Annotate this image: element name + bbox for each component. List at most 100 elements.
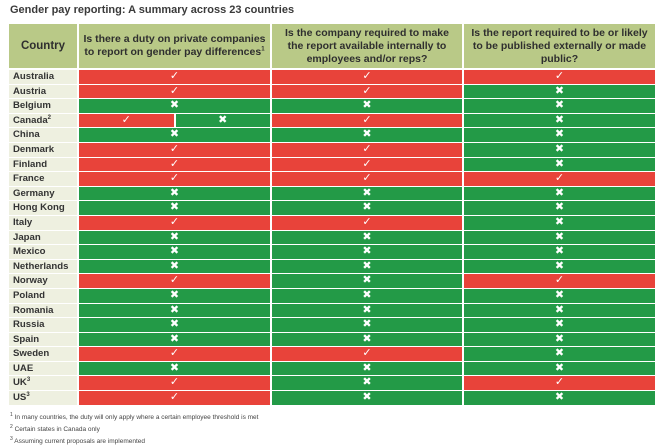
- country-label: Belgium: [13, 100, 51, 111]
- country-label: Romania: [13, 305, 54, 316]
- country-footnote: 3: [26, 392, 29, 398]
- table-row: Germany✖✖✖: [9, 187, 657, 202]
- cross-icon: ✖: [555, 158, 564, 170]
- cell-q2: ✓: [272, 114, 464, 129]
- cross-icon: ✖: [555, 201, 564, 213]
- check-icon: ✓: [555, 376, 564, 388]
- cell-q1: ✖: [79, 304, 272, 319]
- cell-q1: ✓✖: [79, 114, 272, 129]
- cell-q1: ✓: [79, 274, 272, 289]
- table-row: Norway✓✖✓: [9, 274, 657, 289]
- country-label: Sweden: [13, 348, 49, 359]
- cell-q2: ✖: [272, 362, 464, 377]
- cross-icon: ✖: [555, 391, 564, 403]
- cross-icon: ✖: [362, 318, 371, 330]
- country-name: Spain: [9, 333, 79, 348]
- cell-q2: ✖: [272, 318, 464, 333]
- country-name: Denmark: [9, 143, 79, 158]
- cross-icon: ✖: [170, 260, 179, 272]
- check-icon: ✓: [170, 347, 179, 359]
- country-name: Canada2: [9, 114, 79, 129]
- country-label: Netherlands: [13, 261, 68, 272]
- country-name: Netherlands: [9, 260, 79, 275]
- table-row: Australia✓✓✓: [9, 70, 657, 85]
- country-label: Spain: [13, 334, 39, 345]
- country-label: Poland: [13, 290, 45, 301]
- cell-q1: ✓: [79, 347, 272, 362]
- country-name: China: [9, 128, 79, 143]
- footnote: 1 In many countries, the duty will only …: [10, 411, 258, 423]
- cross-icon: ✖: [555, 231, 564, 243]
- cross-icon: ✖: [362, 362, 371, 374]
- check-icon: ✓: [555, 172, 564, 184]
- table-row: Italy✓✓✖: [9, 216, 657, 231]
- country-label: UK: [13, 377, 27, 388]
- header-duty-footnote: 1: [261, 47, 264, 53]
- cross-icon: ✖: [170, 362, 179, 374]
- cell-q1: ✓: [79, 376, 272, 391]
- country-name: UAE: [9, 362, 79, 377]
- cross-icon: ✖: [362, 376, 371, 388]
- cell-q1: ✖: [79, 333, 272, 348]
- cell-q2: ✓: [272, 347, 464, 362]
- check-icon: ✓: [362, 114, 371, 126]
- cell-q3: ✖: [464, 391, 657, 406]
- cell-q2: ✖: [272, 231, 464, 246]
- table-row: US3✓✖✖: [9, 391, 657, 406]
- cell-q1: ✓: [79, 70, 272, 85]
- cell-q2: ✖: [272, 304, 464, 319]
- table-row: Poland ✖ ✖ ✖: [9, 289, 657, 304]
- table-row: Sweden✓✓✖: [9, 347, 657, 362]
- cross-icon: ✖: [170, 289, 179, 301]
- country-label: Hong Kong: [13, 202, 65, 213]
- cell-q2: ✖: [272, 260, 464, 275]
- cross-icon: ✖: [362, 289, 371, 301]
- cell-q1: ✖: [79, 187, 272, 202]
- country-label: Australia: [13, 71, 54, 82]
- check-icon: ✓: [170, 376, 179, 388]
- check-icon: ✓: [362, 158, 371, 170]
- cross-icon: ✖: [555, 128, 564, 140]
- cross-icon: ✖: [362, 304, 371, 316]
- table-body: Australia✓✓✓Austria✓✓✖Belgium✖✖✖Canada2✓…: [9, 70, 657, 406]
- cross-icon: ✖: [555, 333, 564, 345]
- country-name: Australia: [9, 70, 79, 85]
- cross-icon: ✖: [555, 187, 564, 199]
- cell-q1: ✖: [79, 260, 272, 275]
- check-icon: ✓: [362, 85, 371, 97]
- cell-q1: ✖: [79, 362, 272, 377]
- cell-q1: ✖: [79, 128, 272, 143]
- cell-q1: ✓: [79, 391, 272, 406]
- cell-q1: ✓: [79, 216, 272, 231]
- cell-q3: ✓: [464, 376, 657, 391]
- cross-icon: ✖: [170, 245, 179, 257]
- cell-q3: ✖: [464, 362, 657, 377]
- cell-q3: ✖: [464, 289, 657, 304]
- cell-q1: ✖: [79, 231, 272, 246]
- country-name: Belgium: [9, 99, 79, 114]
- country-label: Germany: [13, 188, 55, 199]
- cell-q3: ✖: [464, 143, 657, 158]
- country-label: US: [13, 392, 26, 403]
- header-internal-availability: Is the company required to make the repo…: [272, 24, 464, 70]
- cell-q1: ✖: [79, 245, 272, 260]
- cross-icon: ✖: [362, 128, 371, 140]
- cell-q2: ✖: [272, 201, 464, 216]
- footnote: 3 Assuming current proposals are impleme…: [10, 435, 258, 446]
- cross-icon: ✖: [555, 304, 564, 316]
- cross-icon: ✖: [362, 245, 371, 257]
- cell-q3: ✖: [464, 128, 657, 143]
- cross-icon: ✖: [170, 128, 179, 140]
- cell-q3: ✖: [464, 245, 657, 260]
- footnote-text: Assuming current proposals are implement…: [13, 438, 145, 445]
- cross-icon: ✖: [555, 99, 564, 111]
- cell-q2: ✖: [272, 274, 464, 289]
- table-row: France✓✓✓: [9, 172, 657, 187]
- cell-q3: ✓: [464, 274, 657, 289]
- table-row: Belgium✖✖✖: [9, 99, 657, 114]
- cell-q1: ✖: [79, 318, 272, 333]
- check-icon: ✓: [555, 274, 564, 286]
- country-name: US3: [9, 391, 79, 406]
- cell-q2: ✓: [272, 158, 464, 173]
- table-row: Japan✖✖✖: [9, 231, 657, 246]
